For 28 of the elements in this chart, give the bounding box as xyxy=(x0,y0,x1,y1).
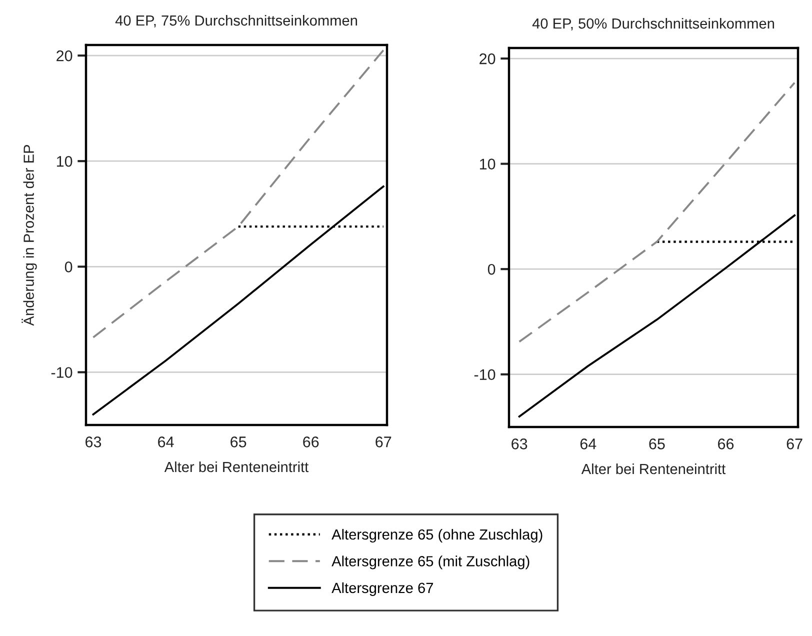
line-series xyxy=(92,49,384,338)
legend-label: Altersgrenze 67 xyxy=(332,582,433,596)
x-tick-label: 67 xyxy=(376,436,392,448)
y-tick-label: -10 xyxy=(51,367,72,378)
legend-label: Altersgrenze 65 (mit Zuschlag) xyxy=(332,556,530,570)
x-tick-label: 63 xyxy=(86,436,102,448)
x-axis-title: Alter bei Renteneintritt xyxy=(164,461,309,472)
y-tick-label: 20 xyxy=(56,50,72,62)
x-tick-label: 66 xyxy=(718,438,734,450)
y-axis-title: Änderung in Prozent der EP xyxy=(22,144,37,326)
x-tick-label: 63 xyxy=(512,438,528,450)
x-tick-label: 67 xyxy=(786,438,802,450)
chart-title: 40 EP, 75% Durchschnittseinkommen xyxy=(115,14,358,28)
y-tick-label: 0 xyxy=(64,262,72,272)
x-tick-label: 66 xyxy=(303,436,319,448)
y-tick-label: 0 xyxy=(488,264,496,275)
x-axis-title: Alter bei Renteneintritt xyxy=(581,463,726,474)
x-tick-label: 65 xyxy=(649,438,665,450)
x-tick-label: 65 xyxy=(230,436,246,448)
y-tick-label: 20 xyxy=(480,53,496,64)
y-tick-label: -10 xyxy=(474,369,496,380)
legend-label: Altersgrenze 65 (ohne Zuschlag) xyxy=(332,528,542,543)
line-series xyxy=(518,82,796,343)
chart-title: 40 EP, 50% Durchschnittseinkommen xyxy=(532,18,774,30)
x-tick-label: 64 xyxy=(158,436,174,448)
y-tick-label: 10 xyxy=(56,156,72,167)
y-tick-label: 10 xyxy=(480,158,496,170)
x-tick-label: 64 xyxy=(580,438,596,450)
